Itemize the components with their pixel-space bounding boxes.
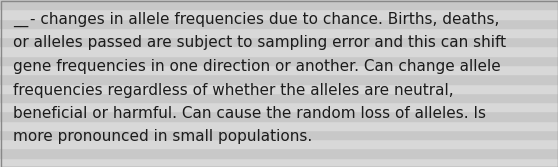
Bar [0,19,558,28]
Text: - changes in allele frequencies due to chance. Births, deaths,: - changes in allele frequencies due to c… [30,12,499,27]
Bar [0,56,558,65]
Bar [0,46,558,56]
Bar [0,28,558,37]
Bar [0,148,558,158]
Text: __: __ [13,12,28,27]
Text: or alleles passed are subject to sampling error and this can shift: or alleles passed are subject to samplin… [13,36,506,50]
Text: gene frequencies in one direction or another. Can change allele: gene frequencies in one direction or ano… [13,59,501,74]
Bar [0,65,558,74]
Bar [0,139,558,148]
Bar [0,37,558,46]
Bar [0,130,558,139]
Bar [0,9,558,19]
Bar [0,111,558,121]
Bar [0,158,558,167]
Text: more pronounced in small populations.: more pronounced in small populations. [13,129,312,144]
Bar [0,121,558,130]
Bar [0,74,558,84]
Text: frequencies regardless of whether the alleles are neutral,: frequencies regardless of whether the al… [13,82,454,98]
Text: beneficial or harmful. Can cause the random loss of alleles. Is: beneficial or harmful. Can cause the ran… [13,106,486,121]
Bar [0,102,558,111]
Bar [0,84,558,93]
Bar [0,93,558,102]
Bar [0,0,558,9]
